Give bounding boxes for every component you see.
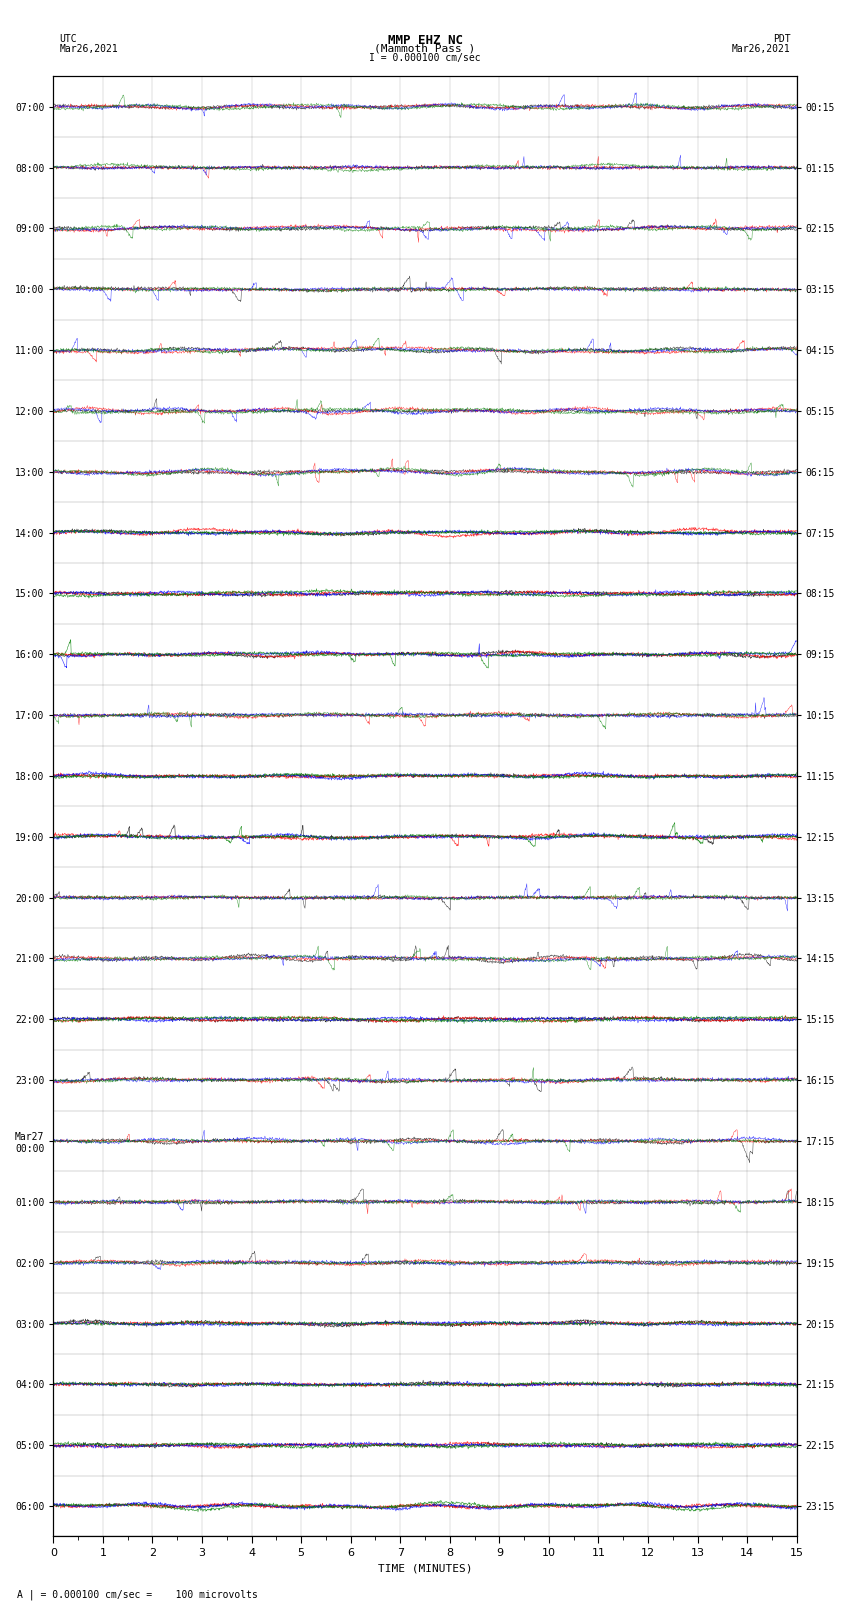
Text: PDT: PDT [773,34,790,44]
X-axis label: TIME (MINUTES): TIME (MINUTES) [377,1565,473,1574]
Text: A | = 0.000100 cm/sec =    100 microvolts: A | = 0.000100 cm/sec = 100 microvolts [17,1589,258,1600]
Text: I = 0.000100 cm/sec: I = 0.000100 cm/sec [369,53,481,63]
Text: MMP EHZ NC: MMP EHZ NC [388,34,462,47]
Text: Mar26,2021: Mar26,2021 [732,44,791,53]
Text: UTC: UTC [60,34,77,44]
Text: (Mammoth Pass ): (Mammoth Pass ) [374,44,476,53]
Text: Mar26,2021: Mar26,2021 [60,44,118,53]
